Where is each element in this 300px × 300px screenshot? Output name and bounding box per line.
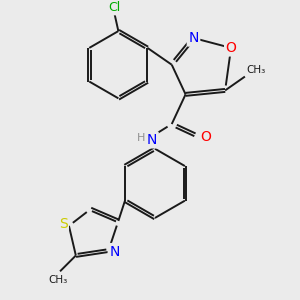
Text: CH₃: CH₃ <box>48 275 68 285</box>
Text: N: N <box>147 133 157 147</box>
Text: O: O <box>226 41 236 55</box>
Text: Cl: Cl <box>108 1 121 14</box>
Text: H: H <box>137 133 145 143</box>
Text: N: N <box>109 244 120 259</box>
Text: O: O <box>200 130 211 144</box>
Text: S: S <box>58 217 68 231</box>
Text: N: N <box>188 31 199 45</box>
Text: CH₃: CH₃ <box>246 64 265 75</box>
